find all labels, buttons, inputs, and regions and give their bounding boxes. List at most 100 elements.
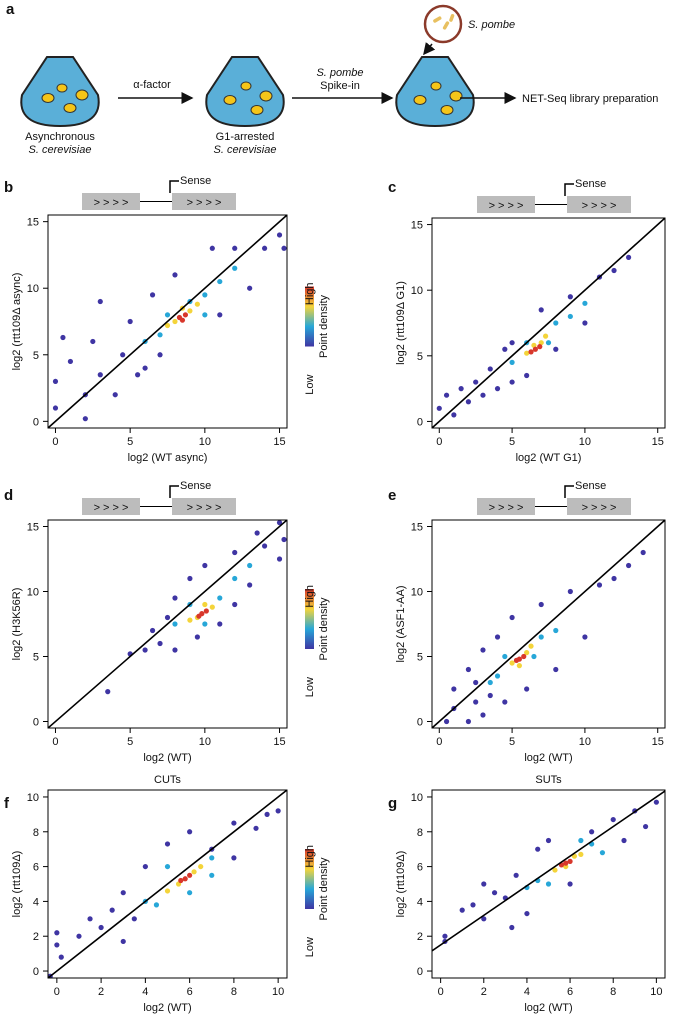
point — [538, 340, 544, 346]
plot-area — [432, 520, 665, 728]
point — [90, 338, 96, 345]
point — [553, 320, 559, 326]
y-tick-label: 10 — [27, 283, 39, 295]
point — [164, 312, 171, 318]
point — [209, 855, 215, 861]
cell — [41, 93, 55, 103]
point — [264, 811, 270, 817]
panel-label: g — [388, 795, 397, 812]
point — [473, 379, 479, 385]
panel-label: c — [388, 179, 396, 196]
point — [157, 640, 163, 647]
y-axis-label: log2 (ASF1-AA) — [395, 585, 407, 662]
y-tick-label: 5 — [33, 652, 39, 664]
point — [538, 634, 544, 640]
plot-frame — [431, 789, 666, 979]
point — [538, 601, 544, 608]
x-tick-label: 5 — [509, 436, 515, 448]
y-axis-label: log2 (rtt109Δ) — [11, 851, 23, 918]
x-tick-label: 0 — [436, 736, 442, 748]
y-tick-label: 10 — [411, 587, 423, 599]
x-tick-label: 5 — [127, 436, 133, 448]
point — [76, 933, 82, 939]
point — [524, 372, 530, 379]
point — [509, 614, 515, 621]
point — [202, 601, 208, 608]
point — [582, 634, 588, 640]
point — [157, 352, 163, 358]
gene-box — [477, 196, 535, 213]
chart-panel: 0 5 10 15 0 5 10 15 log2 (WT async) log2 (rtt109Δ… — [4, 175, 330, 464]
sense-label: Sense — [575, 480, 606, 492]
point — [596, 582, 603, 588]
point — [524, 350, 530, 356]
point — [491, 890, 498, 896]
chart-panel: 0 2 4 6 8 10 0 2 4 6 8 10 log2 (WT) log2 (rtt109Δ) SUT… — [388, 774, 666, 1014]
point — [640, 549, 646, 556]
point — [538, 307, 544, 313]
x-tick-label: 15 — [273, 736, 285, 748]
point — [217, 595, 223, 601]
point — [109, 907, 115, 913]
y-tick-label: 10 — [27, 792, 39, 804]
point — [232, 601, 238, 608]
point — [209, 604, 215, 610]
point — [187, 829, 193, 835]
x-tick-label: 0 — [54, 986, 60, 998]
point — [553, 346, 559, 352]
x-tick-label: 5 — [509, 736, 515, 748]
legend-high: High — [304, 585, 316, 608]
x-tick-label: 2 — [98, 986, 104, 998]
point — [247, 582, 253, 588]
colorbar — [305, 286, 314, 347]
point — [524, 686, 530, 692]
cell — [449, 14, 455, 22]
point — [509, 359, 515, 365]
point — [202, 292, 208, 298]
step-label: α-factor — [133, 79, 171, 91]
point — [516, 663, 522, 669]
point — [142, 647, 148, 653]
y-tick-label: 10 — [27, 587, 39, 599]
legend-low: Low — [304, 677, 316, 697]
point — [487, 692, 493, 699]
point — [131, 916, 137, 922]
point — [120, 890, 126, 896]
flask-label: G1-arrested — [216, 131, 275, 143]
point — [611, 267, 617, 274]
point — [172, 647, 178, 653]
point — [502, 346, 508, 352]
colorbar — [305, 589, 314, 649]
point — [480, 647, 486, 653]
legend-low: Low — [304, 374, 316, 394]
chart-panel: 0 2 4 6 8 10 0 2 4 6 8 10 log2 (WT) log2 (rtt109Δ) CUT… — [4, 774, 330, 1014]
gene-box — [172, 193, 236, 210]
point — [443, 392, 450, 398]
point — [487, 679, 493, 686]
gene-box — [567, 498, 631, 515]
legend-title: Point density — [318, 295, 330, 358]
point — [553, 627, 559, 634]
reference-line — [48, 520, 287, 728]
plot-frame — [47, 519, 288, 729]
point — [625, 254, 632, 260]
chart-title: CUTs — [154, 774, 181, 786]
reference-line — [48, 215, 287, 428]
chart-panel: 0 5 10 15 0 5 10 15 log2 (WT) log2 (ASF1-AA) e > > … — [388, 480, 666, 764]
step-label: S. pombe — [316, 67, 363, 79]
x-tick-label: 0 — [52, 736, 58, 748]
point — [187, 872, 193, 878]
point — [459, 907, 465, 913]
plot-frame — [431, 519, 666, 729]
point — [532, 346, 538, 352]
cell — [440, 105, 454, 115]
gene-arrows: > > > > — [489, 200, 524, 212]
point — [87, 916, 93, 922]
arrow — [423, 42, 436, 56]
y-axis-label: log2 (rtt109Δ G1) — [395, 281, 407, 365]
y-tick-label: 5 — [417, 351, 423, 363]
point — [202, 312, 208, 318]
point — [182, 312, 189, 318]
point — [276, 556, 283, 562]
x-tick-label: 10 — [272, 986, 284, 998]
